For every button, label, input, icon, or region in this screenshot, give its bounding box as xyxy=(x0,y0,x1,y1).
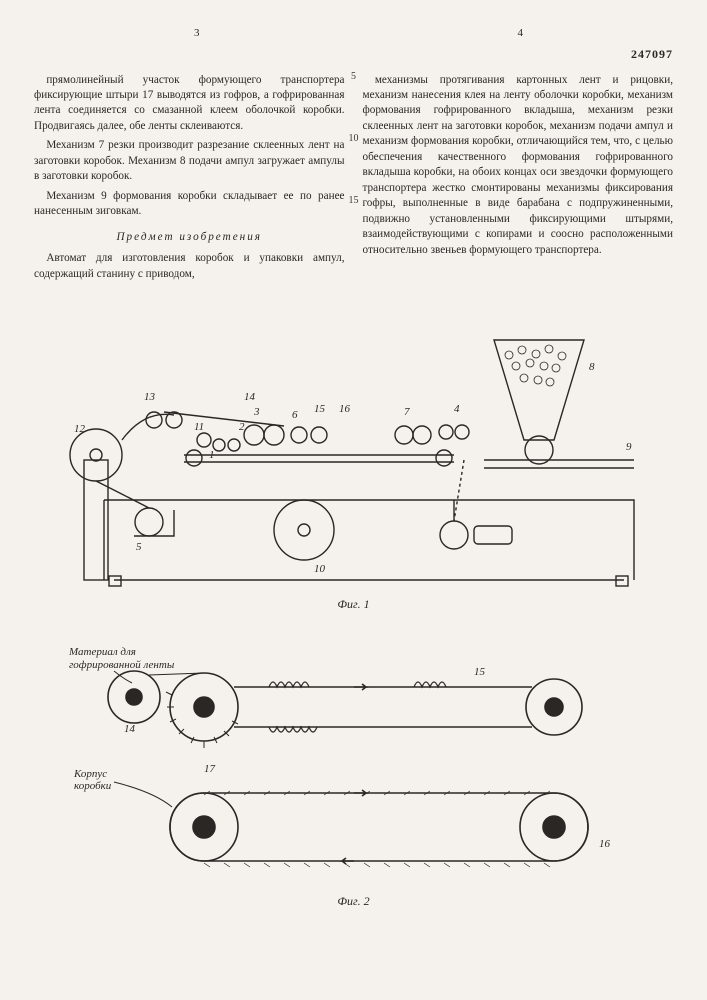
right-column: механизмы протягивания картонных лент и … xyxy=(363,73,674,286)
figure-1-drawing: 12 13 11 1 2 3 14 6 15 16 7 4 8 9 5 10 xyxy=(44,300,664,600)
svg-text:15: 15 xyxy=(314,403,326,415)
svg-text:6: 6 xyxy=(292,409,298,421)
paragraph: механизмы протягивания картонных лент и … xyxy=(363,73,674,258)
svg-text:14: 14 xyxy=(124,723,136,735)
figure-2-drawing: Материал для гофрированной ленты Корпус … xyxy=(54,627,654,897)
left-column: прямолинейный участок формующего транспо… xyxy=(34,73,345,286)
paragraph: Механизм 9 формования коробки складывает… xyxy=(34,189,345,220)
patent-number: 247097 xyxy=(34,46,673,63)
svg-text:2: 2 xyxy=(239,421,245,433)
paragraph: прямолинейный участок формующего транспо… xyxy=(34,73,345,135)
svg-text:13: 13 xyxy=(144,391,156,403)
svg-text:4: 4 xyxy=(454,403,460,415)
svg-text:14: 14 xyxy=(244,391,256,403)
svg-text:15: 15 xyxy=(474,666,486,678)
line-number-gutter: 5 10 15 xyxy=(347,70,361,255)
svg-text:8: 8 xyxy=(589,361,595,373)
page-number-left: 3 xyxy=(194,26,200,41)
svg-text:11: 11 xyxy=(194,421,204,433)
fig2-label-bottom: Корпус xyxy=(73,768,107,780)
svg-text:коробки: коробки xyxy=(74,780,112,792)
section-title: Предмет изобретения xyxy=(34,230,345,245)
figure-2-caption: Фиг. 2 xyxy=(34,893,673,910)
figure-1: 12 13 11 1 2 3 14 6 15 16 7 4 8 9 5 10 Ф… xyxy=(34,300,673,613)
fig2-label-top: Материал для xyxy=(68,646,136,658)
paragraph: Механизм 7 резки производит разрезание с… xyxy=(34,138,345,184)
svg-text:3: 3 xyxy=(253,406,260,418)
figure-2: Материал для гофрированной ленты Корпус … xyxy=(34,627,673,910)
svg-text:5: 5 xyxy=(136,541,142,553)
svg-text:7: 7 xyxy=(404,406,410,418)
svg-text:16: 16 xyxy=(339,403,351,415)
svg-text:16: 16 xyxy=(599,838,611,850)
svg-text:10: 10 xyxy=(314,563,326,575)
page-numbers: 3 4 xyxy=(34,26,673,44)
svg-text:12: 12 xyxy=(74,423,86,435)
paragraph: Автомат для изготовления коробок и упако… xyxy=(34,251,345,282)
svg-text:9: 9 xyxy=(626,441,632,453)
figure-1-caption: Фиг. 1 xyxy=(34,596,673,613)
svg-text:17: 17 xyxy=(204,763,216,775)
svg-text:гофрированной ленты: гофрированной ленты xyxy=(69,659,175,671)
page-number-right: 4 xyxy=(518,26,524,41)
svg-text:1: 1 xyxy=(209,449,215,461)
